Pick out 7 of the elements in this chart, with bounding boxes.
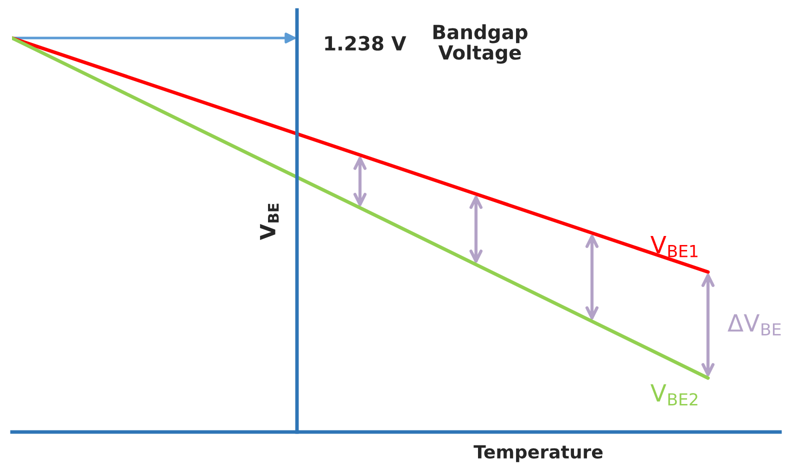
series-label: V$_{BE2}$ (650, 384, 698, 406)
x-axis-title: Temperature (474, 445, 603, 462)
annotation: Bandgap Voltage (433, 24, 528, 64)
annotation: ΔV$_{BE}$ (728, 314, 781, 336)
annotation: 1.238 V (325, 36, 406, 51)
series-label: V$_{BE1}$ (650, 236, 698, 258)
y-axis-title: V$_{BE}$ (260, 204, 279, 240)
